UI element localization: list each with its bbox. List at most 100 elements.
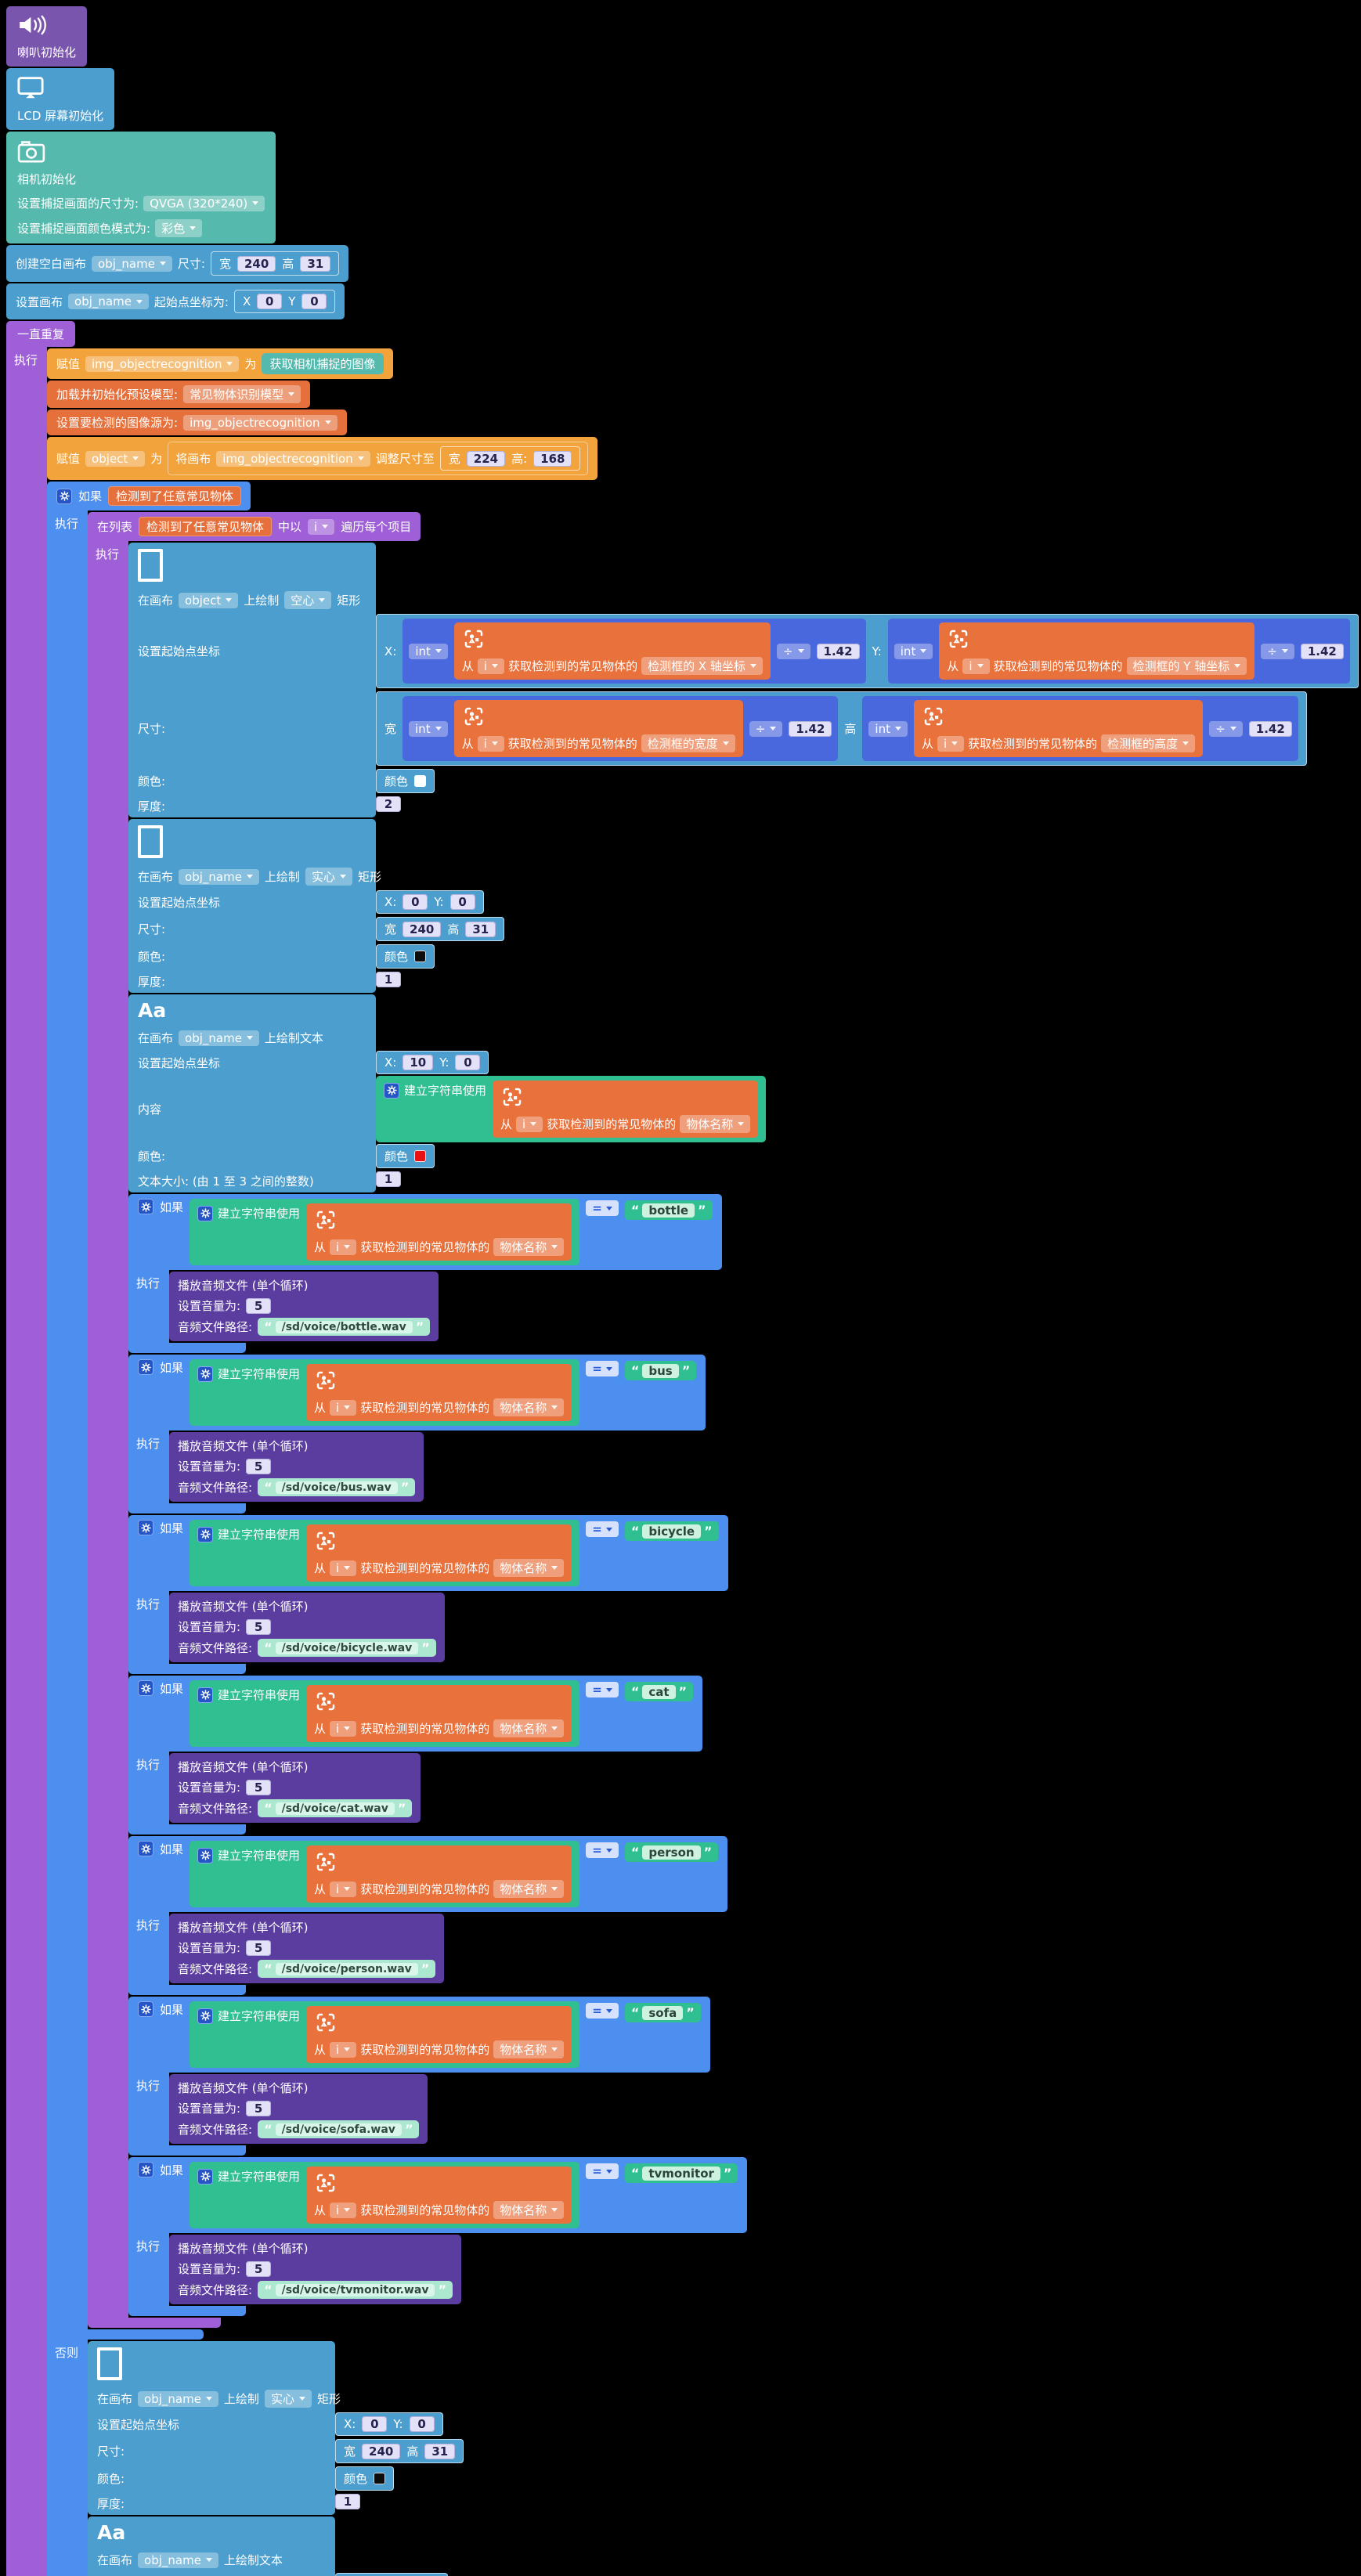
text-size-field[interactable]: 1 xyxy=(376,1171,401,1187)
fill-style-dropdown[interactable]: 实心 xyxy=(264,2390,312,2408)
divisor-field[interactable]: 1.42 xyxy=(1248,720,1292,737)
audio-path-string[interactable]: “ /sd/voice/bus.wav ” xyxy=(258,1478,416,1496)
iterator-dropdown[interactable]: i xyxy=(330,1239,357,1255)
iterator-dropdown[interactable]: i xyxy=(330,2041,357,2058)
fill-style-dropdown[interactable]: 实心 xyxy=(305,868,352,886)
equals-operator-dropdown[interactable]: = xyxy=(586,1521,619,1537)
camera-capture-reporter[interactable]: 获取相机捕捉的图像 xyxy=(262,353,384,374)
attribute-dropdown[interactable]: 物体名称 xyxy=(493,1559,565,1577)
get-box-height-block[interactable]: 从 i 获取检测到的常见物体的 检测框的高度 xyxy=(913,700,1204,757)
gear-icon[interactable] xyxy=(197,1847,214,1863)
divisor-field[interactable]: 1.42 xyxy=(816,643,860,659)
width-field[interactable]: 240 xyxy=(237,255,276,272)
iterator-dropdown[interactable]: i xyxy=(330,1399,357,1416)
block-assign-object[interactable]: 赋值 object 为 将画布 img_objectrecognition 调整… xyxy=(47,437,598,480)
attribute-dropdown[interactable]: 物体名称 xyxy=(680,1115,751,1133)
audio-path-field[interactable]: /sd/voice/tvmonitor.wav xyxy=(275,2283,435,2296)
x-field[interactable]: 0 xyxy=(257,294,283,309)
iterator-dropdown[interactable]: i xyxy=(962,658,990,674)
attribute-dropdown[interactable]: 检测框的宽度 xyxy=(641,734,735,752)
x-field[interactable]: 0 xyxy=(362,2416,388,2432)
detected-any-reporter[interactable]: 检测到了任意常见物体 xyxy=(139,517,273,536)
color-socket[interactable]: 颜色 xyxy=(376,769,435,793)
block-if-object-name[interactable]: 如果 建立字符串使用 从 i 获取检测到的常见物体的 物体名称 = “ tvmo… xyxy=(128,2157,748,2316)
volume-field[interactable]: 5 xyxy=(246,1939,272,1956)
height-field[interactable]: 168 xyxy=(533,450,572,467)
object-name-field[interactable]: bottle xyxy=(642,1203,695,1218)
volume-field[interactable]: 5 xyxy=(246,2260,272,2277)
camera-size-dropdown[interactable]: QVGA (320*240) xyxy=(143,195,265,211)
string-literal[interactable]: “ bottle ” xyxy=(624,1200,713,1220)
string-literal[interactable]: “ cat ” xyxy=(624,1682,694,1701)
iterator-dropdown[interactable]: i xyxy=(330,2202,357,2218)
object-name-field[interactable]: bus xyxy=(642,1363,679,1378)
width-field[interactable]: 240 xyxy=(403,921,442,937)
audio-path-string[interactable]: “ /sd/voice/sofa.wav ” xyxy=(258,2120,420,2138)
camera-mode-dropdown[interactable]: 彩色 xyxy=(155,219,203,237)
audio-path-field[interactable]: /sd/voice/sofa.wav xyxy=(275,2123,402,2136)
y-field[interactable]: 0 xyxy=(409,2416,435,2432)
block-if-object-name[interactable]: 如果 建立字符串使用 从 i 获取检测到的常见物体的 物体名称 = “ cat … xyxy=(128,1676,703,1835)
volume-field[interactable]: 5 xyxy=(246,1618,272,1635)
string-literal[interactable]: “ person ” xyxy=(624,1842,719,1862)
audio-path-string[interactable]: “ /sd/voice/bicycle.wav ” xyxy=(258,1639,436,1657)
divisor-field[interactable]: 1.42 xyxy=(1300,643,1344,659)
divisor-field[interactable]: 1.42 xyxy=(789,720,832,737)
block-play-audio[interactable]: 播放音频文件 (单个循环) 设置音量为: 5 音频文件路径: “ /sd/voic… xyxy=(169,1753,421,1823)
object-name-field[interactable]: bicycle xyxy=(642,1524,702,1539)
int-cast-block[interactable]: int 从 i xyxy=(403,619,866,684)
volume-field[interactable]: 5 xyxy=(246,2100,272,2116)
block-play-audio[interactable]: 播放音频文件 (单个循环) 设置音量为: 5 音频文件路径: “ /sd/voic… xyxy=(169,2235,461,2304)
gear-icon[interactable] xyxy=(138,1841,153,1856)
iterator-dropdown[interactable]: i xyxy=(330,1560,357,1576)
color-swatch[interactable] xyxy=(374,2473,386,2484)
canvas-name-dropdown[interactable]: obj_name xyxy=(138,2552,218,2568)
string-literal[interactable]: “ sofa ” xyxy=(624,2003,701,2022)
fill-style-dropdown[interactable]: 空心 xyxy=(284,591,332,609)
iterator-dropdown[interactable]: i xyxy=(937,735,965,752)
audio-path-string[interactable]: “ /sd/voice/cat.wav ” xyxy=(258,1799,413,1817)
attribute-dropdown[interactable]: 物体名称 xyxy=(493,2201,565,2219)
block-speaker-init[interactable]: 喇叭初始化 xyxy=(6,6,88,67)
color-socket[interactable]: 颜色 xyxy=(376,1144,435,1168)
attribute-dropdown[interactable]: 物体名称 xyxy=(493,1398,565,1416)
get-object-name-block[interactable]: 从 i 获取检测到的常见物体的 物体名称 xyxy=(306,1203,572,1261)
audio-path-field[interactable]: /sd/voice/bicycle.wav xyxy=(275,1641,419,1654)
object-name-field[interactable]: sofa xyxy=(642,2005,684,2020)
operator-dropdown[interactable]: ÷ xyxy=(1209,720,1243,737)
color-swatch[interactable] xyxy=(414,1150,427,1162)
width-field[interactable]: 224 xyxy=(466,450,506,467)
iterator-dropdown[interactable]: i xyxy=(477,658,505,674)
string-literal[interactable]: “ bus ” xyxy=(624,1361,697,1380)
string-builder-block[interactable]: 建立字符串使用 从 i xyxy=(376,1076,767,1142)
attribute-dropdown[interactable]: 检测框的高度 xyxy=(1101,734,1196,752)
width-field[interactable]: 240 xyxy=(362,2443,401,2459)
string-builder-block[interactable]: 建立字符串使用 从 i 获取检测到的常见物体的 物体名称 xyxy=(190,1359,580,1426)
iterator-dropdown[interactable]: i xyxy=(516,1116,543,1132)
x-field[interactable]: 0 xyxy=(403,894,428,910)
thickness-field[interactable]: 1 xyxy=(335,2494,360,2509)
equals-operator-dropdown[interactable]: = xyxy=(586,1682,619,1697)
equals-operator-dropdown[interactable]: = xyxy=(586,1361,619,1376)
get-box-width-block[interactable]: 从 i 获取检测到的常见物体的 检测框的宽度 xyxy=(453,700,743,757)
gear-icon[interactable] xyxy=(56,488,72,504)
string-builder-block[interactable]: 建立字符串使用 从 i 获取检测到的常见物体的 物体名称 xyxy=(190,1199,580,1265)
audio-path-string[interactable]: “ /sd/voice/bottle.wav ” xyxy=(258,1318,431,1336)
canvas-name-dropdown[interactable]: obj_name xyxy=(179,868,259,885)
audio-path-field[interactable]: /sd/voice/cat.wav xyxy=(275,1802,395,1815)
attribute-dropdown[interactable]: 物体名称 xyxy=(493,2040,565,2058)
volume-field[interactable]: 5 xyxy=(246,1458,272,1474)
audio-path-field[interactable]: /sd/voice/bus.wav xyxy=(275,1481,398,1494)
get-object-name-block[interactable]: 从 i 获取检测到的常见物体的 物体名称 xyxy=(306,2167,572,2224)
audio-path-field[interactable]: /sd/voice/bottle.wav xyxy=(275,1320,413,1333)
equals-operator-dropdown[interactable]: = xyxy=(586,2163,619,2179)
canvas-name-dropdown[interactable]: obj_name xyxy=(138,2390,218,2407)
block-lcd-init[interactable]: LCD 屏幕初始化 xyxy=(6,68,115,130)
variable-dropdown[interactable]: object xyxy=(85,450,146,467)
object-name-field[interactable]: cat xyxy=(642,1684,676,1699)
attribute-dropdown[interactable]: 检测框的 X 轴坐标 xyxy=(641,657,763,675)
operator-dropdown[interactable]: ÷ xyxy=(749,720,783,737)
block-load-model[interactable]: 加载并初始化预设模型: 常见物体识别模型 xyxy=(47,381,311,408)
block-play-audio[interactable]: 播放音频文件 (单个循环) 设置音量为: 5 音频文件路径: “ /sd/voic… xyxy=(169,2074,428,2144)
block-if-object-name[interactable]: 如果 建立字符串使用 从 i 获取检测到的常见物体的 物体名称 = “ bott… xyxy=(128,1194,722,1353)
